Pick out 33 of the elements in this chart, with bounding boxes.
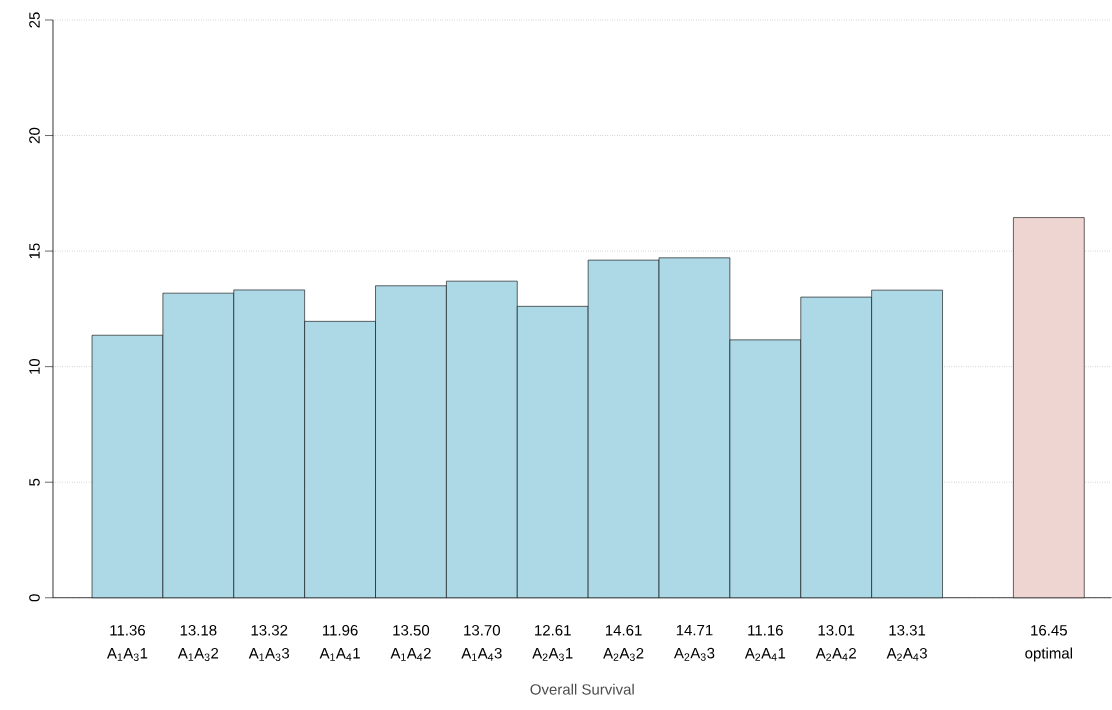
data-label: 16.45 — [1031, 625, 1067, 636]
x-tick-label: A$_{2}$A$_{3}$1 — [532, 648, 573, 662]
y-tick-label: 15 — [29, 243, 40, 259]
x-tick-label: A$_{2}$A$_{3}$2 — [603, 648, 644, 662]
x-axis-title: Overall Survival — [530, 683, 634, 695]
x-tick-label: A$_{1}$A$_{3}$1 — [106, 648, 148, 662]
x-tick-label: A$_{1}$A$_{4}$3 — [461, 648, 502, 661]
data-label: 13.31 — [889, 625, 926, 636]
y-tick-label: 25 — [29, 12, 40, 28]
y-tick-label: 0 — [29, 594, 40, 602]
data-label: 13.50 — [393, 625, 430, 636]
y-tick-label: 20 — [29, 127, 40, 144]
x-tick-label: A$_{2}$A$_{4}$1 — [744, 648, 786, 661]
x-tick-label: A$_{1}$A$_{3}$2 — [177, 648, 219, 662]
data-label: 13.01 — [818, 625, 855, 636]
x-tick-label: A$_{2}$A$_{4}$3 — [886, 648, 927, 661]
x-tick-label: A$_{1}$A$_{4}$2 — [390, 648, 431, 661]
x-tick-label: A$_{1}$A$_{4}$1 — [319, 648, 360, 661]
y-tick-label: 5 — [29, 478, 40, 486]
data-label: 14.61 — [605, 625, 642, 636]
y-tick-label: 10 — [29, 359, 40, 374]
data-label: 11.36 — [110, 625, 146, 636]
x-tick-label: A$_{2}$A$_{4}$2 — [815, 648, 856, 661]
x-tick-label: optimal — [1025, 647, 1072, 662]
data-label: 11.16 — [748, 625, 783, 636]
data-label: 13.70 — [464, 625, 500, 636]
data-label: 13.18 — [180, 625, 217, 636]
x-tick-label: A$_{1}$A$_{3}$3 — [248, 648, 290, 662]
data-label: 14.71 — [676, 625, 713, 636]
data-label: 11.96 — [323, 625, 358, 636]
x-tick-label: A$_{2}$A$_{3}$3 — [673, 647, 715, 661]
data-label: 12.61 — [535, 625, 571, 636]
data-label: 13.32 — [251, 625, 288, 636]
